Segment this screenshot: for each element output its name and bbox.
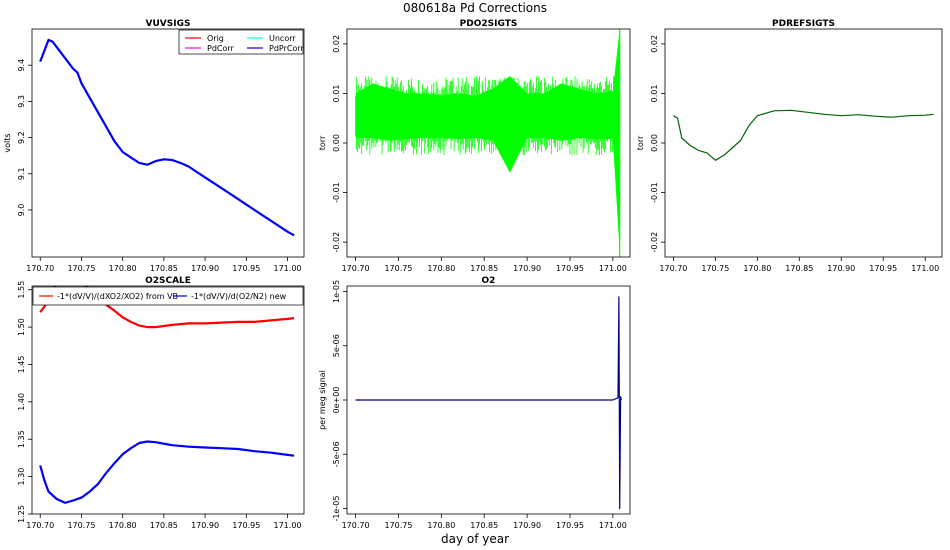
y-tick-label: 1.55 xyxy=(17,281,26,299)
panel-title: PDREFSIGTS xyxy=(772,19,835,29)
x-tick-label: 170.85 xyxy=(470,264,498,273)
plot-frame xyxy=(346,285,631,515)
panel-vuvsigs: VUVSIGS 170.70 170.75 170.80 170.85 170.90 170… xyxy=(3,19,305,273)
y-axis-label: torr xyxy=(636,135,645,150)
y-tick-label: 0.00 xyxy=(332,134,341,152)
y-tick-label: 1.35 xyxy=(17,430,26,448)
plot-frame xyxy=(31,28,305,258)
x-tick-label: 170.90 xyxy=(513,264,541,273)
series-line xyxy=(355,296,622,510)
legend-label: Uncorr xyxy=(269,34,296,43)
x-tick-label: 170.75 xyxy=(701,264,729,273)
x-tick-label: 170.90 xyxy=(827,264,855,273)
x-tick-label: 170.70 xyxy=(342,521,370,530)
x-tick-label: 171.00 xyxy=(274,264,302,273)
x-tick-label: 170.85 xyxy=(150,521,178,530)
y-tick-label: 1e-05 xyxy=(332,280,341,303)
x-tick-label: 170.70 xyxy=(659,264,687,273)
y-tick-label: -1e-05 xyxy=(332,496,341,522)
x-tick-label: 170.95 xyxy=(556,264,584,273)
series-noise xyxy=(355,76,620,156)
y-tick-label: 1.45 xyxy=(17,356,26,374)
x-tick-label: 170.95 xyxy=(869,264,897,273)
y-tick-label: 5e-06 xyxy=(332,334,341,357)
figure-title: 080618a Pd Corrections xyxy=(403,1,547,15)
plot-frame xyxy=(664,28,943,258)
y-tick-label: -5e-06 xyxy=(332,441,341,467)
x-tick-label: 170.90 xyxy=(191,521,219,530)
y-tick-label: 9.3 xyxy=(17,95,26,108)
y-tick-label: 1.30 xyxy=(17,468,26,486)
y-tick-label: 0.01 xyxy=(332,85,341,103)
panel-title: PDO2SIGTS xyxy=(460,19,518,29)
legend-label: Orig xyxy=(207,34,224,43)
panel-o2: O2 170.70 170.75 170.80 170.85 170.90 170.95 17… xyxy=(318,276,631,530)
y-tick-label: 0.01 xyxy=(650,85,659,103)
panel-o2scale: O2SCALE 170.70 170.75 170.80 170.85 170.90 170… xyxy=(17,276,305,530)
x-tick-label: 170.80 xyxy=(427,264,455,273)
legend-label: PdPrCorr xyxy=(269,44,305,53)
x-tick-label: 171.00 xyxy=(911,264,939,273)
y-tick-label: -0.02 xyxy=(332,232,341,253)
x-tick-label: 170.75 xyxy=(67,521,95,530)
x-tick-label: 170.80 xyxy=(109,521,137,530)
y-tick-label: -0.02 xyxy=(650,232,659,253)
x-tick-label: 171.00 xyxy=(599,264,627,273)
x-tick-label: 170.95 xyxy=(556,521,584,530)
legend-box xyxy=(32,286,304,306)
x-tick-label: 170.70 xyxy=(342,264,370,273)
panel-pdo2sigts: PDO2SIGTS 170.70 170.75 170.80 170.85 170.90 1… xyxy=(318,19,631,273)
x-tick-label: 170.75 xyxy=(384,264,412,273)
x-tick-label: 171.00 xyxy=(599,521,627,530)
x-tick-label: 170.80 xyxy=(743,264,771,273)
x-tick-label: 171.00 xyxy=(274,521,302,530)
y-tick-label: 9.1 xyxy=(17,167,26,180)
y-tick-label: 1.40 xyxy=(17,393,26,411)
x-tick-label: 170.70 xyxy=(26,521,54,530)
x-tick-label: 170.85 xyxy=(470,521,498,530)
panel-title: O2SCALE xyxy=(145,276,191,286)
x-tick-label: 170.85 xyxy=(150,264,178,273)
series-line xyxy=(39,440,295,504)
x-tick-label: 170.85 xyxy=(785,264,813,273)
legend-box xyxy=(178,29,304,55)
plot-frame xyxy=(346,28,631,258)
legend-label: -1*(dV/V)/(dXO2/XO2) from VB xyxy=(57,292,178,301)
figure-xlabel: day of year xyxy=(441,532,509,546)
legend-label: -1*(dV/V)/d(O2/N2) new xyxy=(191,292,287,301)
x-tick-label: 170.90 xyxy=(191,264,219,273)
panels: VUVSIGS 170.70 170.75 170.80 170.85 170.90 170… xyxy=(3,19,943,530)
y-tick-label: 0.02 xyxy=(332,35,341,53)
y-tick-label: 0.02 xyxy=(650,35,659,53)
panel-pdrefsigts: PDREFSIGTS 170.70 170.75 170.80 170.85 170.90… xyxy=(636,19,943,273)
panel-title: O2 xyxy=(482,276,496,286)
x-tick-label: 170.80 xyxy=(109,264,137,273)
y-tick-label: 9.4 xyxy=(17,59,26,72)
x-tick-label: 170.75 xyxy=(67,264,95,273)
y-tick-label: 9.2 xyxy=(17,131,26,144)
legend-label: PdCorr xyxy=(207,44,235,53)
x-tick-label: 170.80 xyxy=(427,521,455,530)
y-tick-label: 9.0 xyxy=(17,204,26,217)
x-tick-label: 170.95 xyxy=(232,264,260,273)
x-tick-label: 170.70 xyxy=(26,264,54,273)
y-tick-label: -0.01 xyxy=(650,182,659,203)
x-tick-label: 170.95 xyxy=(232,521,260,530)
x-tick-label: 170.90 xyxy=(513,521,541,530)
y-tick-label: 0e+00 xyxy=(332,387,341,414)
panel-title: VUVSIGS xyxy=(146,19,191,29)
series-line xyxy=(39,38,295,237)
y-tick-label: 1.25 xyxy=(17,505,26,523)
series-line xyxy=(673,109,934,161)
plot-frame xyxy=(31,285,305,515)
series-line xyxy=(39,286,295,329)
y-axis-label: torr xyxy=(318,135,327,150)
y-axis-label: per meg signal xyxy=(318,370,327,430)
y-tick-label: 0.00 xyxy=(650,134,659,152)
x-tick-label: 170.75 xyxy=(384,521,412,530)
y-tick-label: -0.01 xyxy=(332,182,341,203)
y-tick-label: 1.50 xyxy=(17,318,26,336)
y-axis-label: volts xyxy=(3,133,12,152)
